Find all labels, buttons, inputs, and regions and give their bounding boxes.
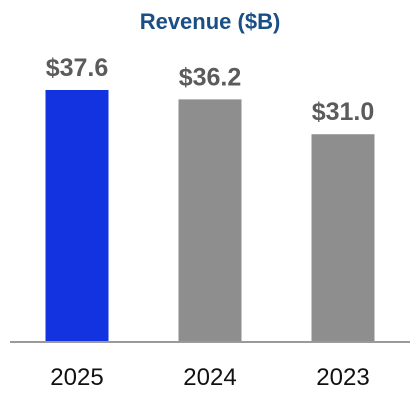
labels-layer: $37.6 2025 $36.2 2024 $31.0 2023 [46, 54, 375, 391]
bar-2024 [178, 99, 242, 342]
x-tick-label-2024: 2024 [183, 364, 236, 391]
bar-2023 [311, 134, 375, 342]
bars-layer [45, 90, 375, 342]
bar-2025 [45, 90, 109, 342]
value-label-2025: $37.6 [46, 54, 109, 82]
chart-title: Revenue ($B) [140, 9, 281, 34]
x-tick-label-2025: 2025 [50, 364, 103, 391]
value-label-2023: $31.0 [312, 98, 375, 126]
value-label-2024: $36.2 [179, 63, 242, 91]
x-tick-label-2023: 2023 [316, 364, 369, 391]
